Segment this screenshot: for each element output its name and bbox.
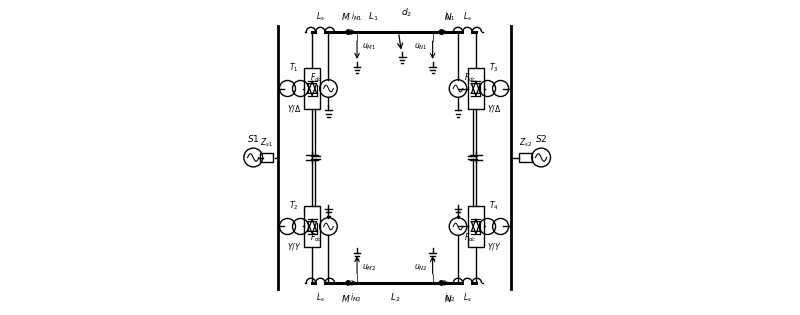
Text: $S2$: $S2$ [535,133,547,144]
Text: $u_{N2}$: $u_{N2}$ [414,263,428,273]
Bar [468,68,484,109]
Text: $Y/\Delta$: $Y/\Delta$ [287,103,301,114]
Bar [261,153,273,162]
Text: $L_1$: $L_1$ [368,11,378,23]
Text: $S1$: $S1$ [247,133,259,144]
Text: $F_{dc}$: $F_{dc}$ [310,71,323,84]
Text: $d_2$: $d_2$ [401,7,412,20]
Bar [304,206,320,247]
Text: $Y/Y$: $Y/Y$ [287,241,301,252]
Bar [519,153,532,162]
Text: $u_{M1}$: $u_{M1}$ [362,42,376,52]
Text: $T_3$: $T_3$ [490,62,499,74]
Text: $N$: $N$ [444,293,452,304]
Circle shape [439,30,443,34]
Text: $L_s$: $L_s$ [316,292,325,304]
Text: $T_4$: $T_4$ [490,200,499,212]
Text: $Z_{s2}$: $Z_{s2}$ [519,136,532,149]
Text: $u_{N1}$: $u_{N1}$ [414,42,428,52]
Text: $N$: $N$ [444,11,452,22]
Text: $i_{M1}$: $i_{M1}$ [351,11,363,23]
Text: $F_{dc}$: $F_{dc}$ [310,231,323,244]
Text: $F_{dc}$: $F_{dc}$ [464,231,476,244]
Text: $i_{N1}$: $i_{N1}$ [443,11,454,23]
Circle shape [346,30,350,34]
Text: $i_{N2}$: $i_{N2}$ [443,292,454,304]
Text: $Y/Y$: $Y/Y$ [487,241,502,252]
Text: $L_2$: $L_2$ [390,292,400,304]
Text: $M$: $M$ [341,11,350,22]
Text: $Z_{s1}$: $Z_{s1}$ [260,136,274,149]
Circle shape [346,281,350,285]
Text: $u_{M2}$: $u_{M2}$ [362,263,376,273]
Text: $F_{dc}$: $F_{dc}$ [464,71,476,84]
Text: $T_2$: $T_2$ [290,200,298,212]
Bar [468,206,484,247]
Text: $L_s$: $L_s$ [316,11,325,23]
Text: $L_s$: $L_s$ [463,11,472,23]
Text: $M$: $M$ [341,293,350,304]
Bar [304,68,320,109]
Text: $i_{M2}$: $i_{M2}$ [350,292,362,304]
Text: $Y/\Delta$: $Y/\Delta$ [487,103,502,114]
Text: $T_1$: $T_1$ [290,62,298,74]
Circle shape [439,281,443,285]
Text: $L_s$: $L_s$ [463,292,472,304]
